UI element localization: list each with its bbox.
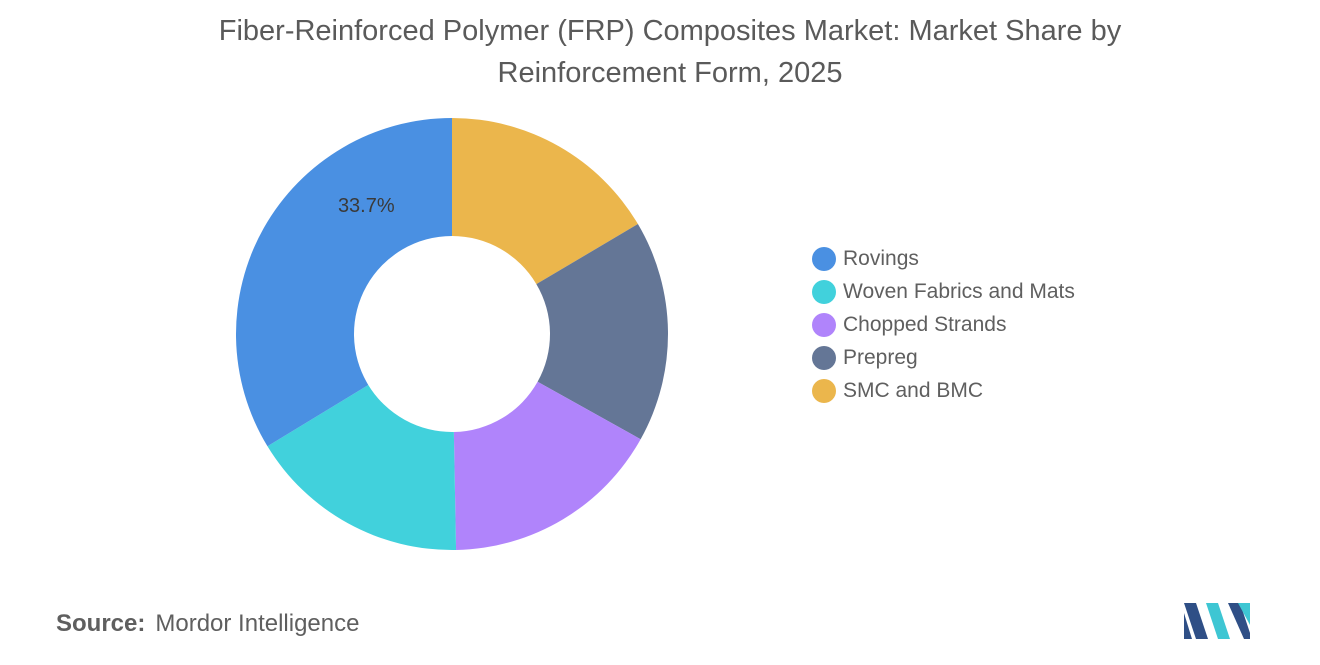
slice-smc-and-bmc [452,118,638,285]
slice-woven-fabrics-and-mats [267,384,457,550]
legend-item-prepreg: Prepreg [812,341,1075,374]
legend-item-rovings: Rovings [812,242,1075,275]
legend-swatch [812,345,836,370]
legend-label: SMC and BMC [843,378,984,402]
legend-label: Chopped Strands [843,312,1007,336]
chart-legend: Rovings Woven Fabrics and Mats Chopped Str… [812,242,1075,407]
logo-shape-left [1184,603,1208,639]
source-label: Source: [56,610,146,637]
logo-shape-left-base [1184,613,1192,639]
legend-swatch [812,312,836,337]
legend-label: Prepreg [843,345,918,369]
slice-chopped-strands [453,381,641,550]
slice-prepreg [536,224,668,440]
legend-swatch [812,246,836,271]
legend-swatch [812,279,836,304]
source-note: Source: Mordor Intelligence [56,610,359,638]
slice-value-label: 33.7% [338,195,395,217]
legend-item-woven-fabrics-and-mats: Woven Fabrics and Mats [812,275,1075,308]
slice-rovings [236,118,452,447]
logo-shape-middle [1206,603,1230,639]
legend-label: Rovings [843,246,919,270]
logo-shape-right [1228,603,1250,639]
logo-shape-right-top [1238,603,1250,625]
mordor-intelligence-logo [1184,603,1250,639]
chart-title: Fiber-Reinforced Polymer (FRP) Composite… [218,15,1122,89]
legend-swatch [812,378,836,403]
source-value: Mordor Intelligence [155,610,360,637]
legend-item-smc-and-bmc: SMC and BMC [812,374,1075,407]
legend-label: Woven Fabrics and Mats [843,279,1075,303]
legend-item-chopped-strands: Chopped Strands [812,308,1075,341]
